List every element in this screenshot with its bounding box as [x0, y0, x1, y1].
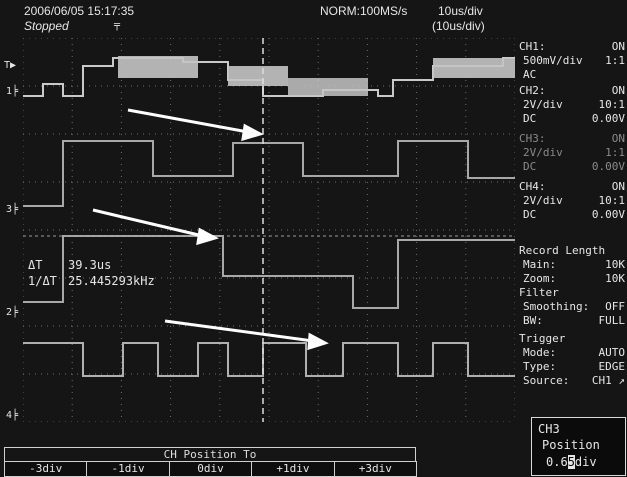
- ch2-marker[interactable]: 2╞: [6, 307, 19, 318]
- position-plus-1div-button[interactable]: +1div: [251, 461, 335, 477]
- position-minus-3div-button[interactable]: -3div: [4, 461, 88, 477]
- edit-cursor: 5: [567, 455, 575, 469]
- ch3-vdiv-row: 2V/div 1:1: [523, 146, 625, 159]
- position-channel: CH3: [538, 422, 560, 436]
- ch2-label-row[interactable]: CH2: ON: [519, 84, 625, 97]
- filter-title: Filter: [519, 286, 559, 299]
- ch2-coupling-row: DC 0.00V: [523, 112, 625, 125]
- position-plus-3div-button[interactable]: +3div: [333, 461, 418, 477]
- ch4-vdiv-row: 2V/div 10:1: [523, 194, 625, 207]
- position-value[interactable]: 0.65div: [546, 455, 597, 469]
- ch1-marker[interactable]: 1╞: [6, 86, 19, 97]
- timebase: 10us/div: [438, 4, 483, 18]
- position-label: Position: [542, 438, 600, 452]
- ch4-marker[interactable]: 4╞: [6, 410, 19, 421]
- ch2-trace: [23, 235, 515, 309]
- status-bar: 2006/06/05 15:17:35 Stopped ╤ NORM:100MS…: [0, 0, 627, 38]
- position-0div-button[interactable]: 0div: [168, 461, 253, 477]
- trigger-level-marker[interactable]: T▶: [4, 60, 17, 71]
- ch3-trace: [23, 140, 515, 207]
- record-zoom-row: Zoom: 10K: [523, 272, 625, 285]
- trigger-type-row: Type: EDGE: [523, 360, 625, 373]
- delta-t-label: ΔT: [28, 258, 43, 272]
- ch1-vdiv-row: 500mV/div 1:1: [523, 54, 625, 67]
- sample-rate: NORM:100MS/s: [320, 4, 408, 18]
- info-panel: CH1: ON 500mV/div 1:1 AC CH2: ON 2V/div 10:1…: [517, 38, 627, 438]
- ch3-label-row[interactable]: CH3: ON: [519, 132, 625, 145]
- filter-bw-row: BW: FULL: [523, 314, 625, 327]
- frequency-label: 1/ΔT: [28, 274, 57, 288]
- trigger-marker-icon: ╤: [114, 20, 121, 31]
- ch-position-buttons: -3div -1div 0div +1div +3div: [4, 461, 418, 477]
- ch2-vdiv-row: 2V/div 10:1: [523, 98, 625, 111]
- frequency-value: 25.445293kHz: [68, 274, 155, 288]
- trigger-title: Trigger: [519, 332, 566, 345]
- ch4-coupling-row: DC 0.00V: [523, 208, 625, 221]
- delta-t-value: 39.3us: [68, 258, 112, 272]
- rising-edge-icon: ↗: [618, 374, 625, 387]
- trigger-source-row: Source: CH1 ↗: [523, 374, 625, 387]
- timebase-zoom: (10us/div): [432, 19, 485, 33]
- filter-smoothing-row: Smoothing: OFF: [523, 300, 625, 313]
- ch4-label-row[interactable]: CH4: ON: [519, 180, 625, 193]
- ch1-trace: [23, 56, 515, 97]
- position-minus-1div-button[interactable]: -1div: [86, 461, 170, 477]
- record-main-row: Main: 10K: [523, 258, 625, 271]
- ch3-coupling-row: DC 0.00V: [523, 160, 625, 173]
- datetime: 2006/06/05 15:17:35: [24, 4, 135, 18]
- trigger-mode-row: Mode: AUTO: [523, 346, 625, 359]
- record-length-title: Record Length: [519, 244, 606, 257]
- ch1-label-row[interactable]: CH1: ON: [519, 40, 625, 53]
- ch-position-menu-title: CH Position To: [4, 447, 416, 462]
- ch3-marker[interactable]: 3╞: [6, 204, 19, 215]
- ch3-position-box[interactable]: CH3 Position 0.65div: [531, 417, 626, 476]
- ch1-coupling-row: AC: [523, 68, 537, 81]
- acquisition-state: Stopped: [24, 19, 69, 33]
- waveform-display[interactable]: [23, 38, 515, 422]
- annotation-arrows: [92, 108, 329, 351]
